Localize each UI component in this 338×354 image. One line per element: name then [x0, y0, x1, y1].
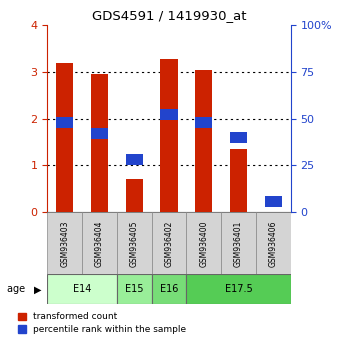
Text: age: age [7, 284, 28, 295]
Bar [230, 132, 247, 143]
Text: GSM936404: GSM936404 [95, 220, 104, 267]
Bar [195, 117, 213, 128]
Bar [47, 212, 82, 274]
Text: GSM936401: GSM936401 [234, 220, 243, 267]
Bar [125, 179, 143, 212]
Bar [117, 212, 152, 274]
Bar [195, 70, 213, 212]
Bar [56, 117, 73, 128]
Bar [91, 74, 108, 212]
Bar [125, 154, 143, 165]
Text: GSM936402: GSM936402 [165, 220, 173, 267]
Bar [186, 212, 221, 274]
Text: GSM936400: GSM936400 [199, 220, 208, 267]
Text: GSM936403: GSM936403 [60, 220, 69, 267]
Legend: transformed count, percentile rank within the sample: transformed count, percentile rank withi… [18, 313, 187, 334]
Bar [56, 63, 73, 212]
Title: GDS4591 / 1419930_at: GDS4591 / 1419930_at [92, 9, 246, 22]
Bar [160, 58, 178, 212]
Bar [117, 274, 152, 304]
Bar [265, 195, 282, 207]
Text: E16: E16 [160, 284, 178, 295]
Bar [91, 128, 108, 139]
Text: E15: E15 [125, 284, 144, 295]
Text: GSM936406: GSM936406 [269, 220, 278, 267]
Text: GSM936405: GSM936405 [130, 220, 139, 267]
Bar [186, 274, 291, 304]
Bar [230, 149, 247, 212]
Bar [47, 274, 117, 304]
Bar [221, 212, 256, 274]
Bar [82, 212, 117, 274]
Bar [152, 212, 186, 274]
Bar [160, 109, 178, 120]
Text: E17.5: E17.5 [225, 284, 252, 295]
Bar [256, 212, 291, 274]
Bar [152, 274, 186, 304]
Text: E14: E14 [73, 284, 91, 295]
Text: ▶: ▶ [34, 284, 41, 295]
